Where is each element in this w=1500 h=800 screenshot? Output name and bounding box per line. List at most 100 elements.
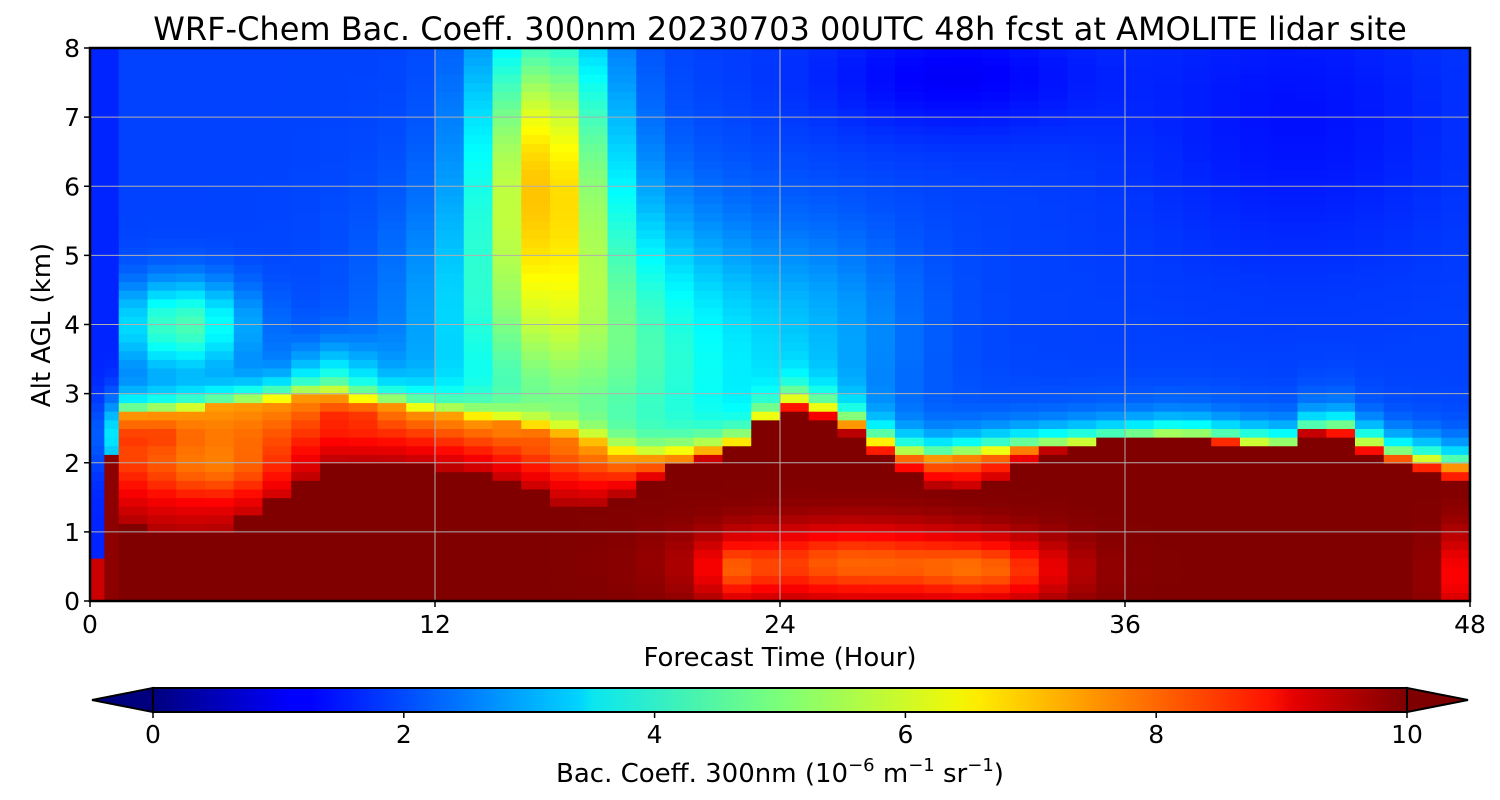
field-cell <box>1096 376 1126 386</box>
field-cell <box>780 73 810 84</box>
field-cell <box>693 48 724 58</box>
field-cell <box>1038 186 1069 196</box>
field-cell <box>1038 143 1069 153</box>
field-cell <box>233 359 264 369</box>
field-cell <box>104 73 120 84</box>
field-cell <box>90 264 106 274</box>
field-cell <box>866 48 896 58</box>
field-cell <box>90 307 106 317</box>
field-cell <box>780 540 810 550</box>
field-cell <box>1240 117 1270 127</box>
field-cell <box>176 445 206 455</box>
field-cell <box>1010 117 1040 127</box>
field-cell <box>262 186 293 196</box>
field-cell <box>435 402 465 412</box>
field-cell <box>492 402 523 412</box>
field-cell <box>636 454 666 464</box>
field-cell <box>1240 315 1270 326</box>
field-cell <box>147 436 178 447</box>
field-cell <box>981 307 1011 317</box>
field-cell <box>1038 410 1069 421</box>
field-cell <box>780 134 810 144</box>
field-cell <box>981 229 1011 239</box>
field-cell <box>1010 384 1040 395</box>
field-cell <box>895 445 925 455</box>
field-cell <box>1010 471 1040 481</box>
field-cell <box>550 73 580 84</box>
field-cell <box>1240 341 1270 352</box>
field-cell <box>435 333 465 343</box>
field-cell <box>118 117 149 127</box>
field-cell <box>348 99 379 110</box>
field-cell <box>780 436 810 447</box>
field-cell <box>262 264 293 274</box>
field-cell <box>780 255 810 265</box>
field-cell <box>952 160 983 170</box>
field-cell <box>90 65 106 75</box>
field-cell <box>952 99 983 110</box>
field-cell <box>291 315 321 326</box>
field-cell <box>895 315 925 326</box>
field-cell <box>808 212 839 222</box>
field-cell <box>435 108 465 118</box>
field-cell <box>1383 73 1414 84</box>
field-cell <box>923 212 954 222</box>
field-cell <box>895 281 925 291</box>
field-cell <box>952 134 983 144</box>
field-cell <box>1412 298 1443 309</box>
field-cell <box>1153 91 1184 101</box>
field-cell <box>722 298 753 309</box>
field-cell <box>636 143 666 153</box>
field-cell <box>1326 203 1356 213</box>
field-cell <box>722 229 753 239</box>
field-cell <box>1096 462 1126 473</box>
field-cell <box>1383 91 1414 101</box>
field-cell <box>1067 194 1098 205</box>
field-cell <box>665 575 695 585</box>
field-cell <box>693 264 724 274</box>
field-cell <box>463 445 494 455</box>
field-cell <box>952 488 983 499</box>
field-cell <box>118 436 149 447</box>
field-cell <box>1326 56 1356 67</box>
field-cell <box>147 272 178 283</box>
field-cell <box>1010 48 1040 58</box>
field-cell <box>147 419 178 429</box>
field-cell <box>751 376 781 386</box>
field-cell <box>1211 91 1241 101</box>
field-cell <box>1211 289 1241 300</box>
field-cell <box>118 575 149 585</box>
field-cell <box>1010 246 1040 257</box>
field-cell <box>1240 203 1270 213</box>
field-cell <box>550 436 580 447</box>
field-cell <box>665 523 695 533</box>
field-cell <box>578 480 609 490</box>
field-cell <box>751 56 781 67</box>
field-cell <box>435 540 465 550</box>
field-cell <box>104 540 120 550</box>
field-cell <box>837 428 868 438</box>
field-cell <box>492 48 523 58</box>
field-cell <box>578 168 609 179</box>
field-cell <box>1441 531 1470 542</box>
field-cell <box>320 410 350 421</box>
field-cell <box>808 177 839 188</box>
field-cell <box>463 549 494 559</box>
field-cell <box>1153 488 1184 499</box>
field-cell <box>550 384 580 395</box>
field-cell <box>1038 488 1069 499</box>
field-cell <box>952 151 983 162</box>
field-cell <box>1182 315 1213 326</box>
field-cell <box>550 212 580 222</box>
field-cell <box>780 575 810 585</box>
field-cell <box>1297 367 1328 378</box>
field-cell <box>104 324 120 334</box>
field-cell <box>1182 186 1213 196</box>
field-cell <box>377 333 408 343</box>
field-cell <box>866 471 896 481</box>
field-cell <box>837 229 868 239</box>
field-cell <box>1153 264 1184 274</box>
field-cell <box>837 272 868 283</box>
field-cell <box>1038 462 1069 473</box>
field-cell <box>1096 488 1126 499</box>
